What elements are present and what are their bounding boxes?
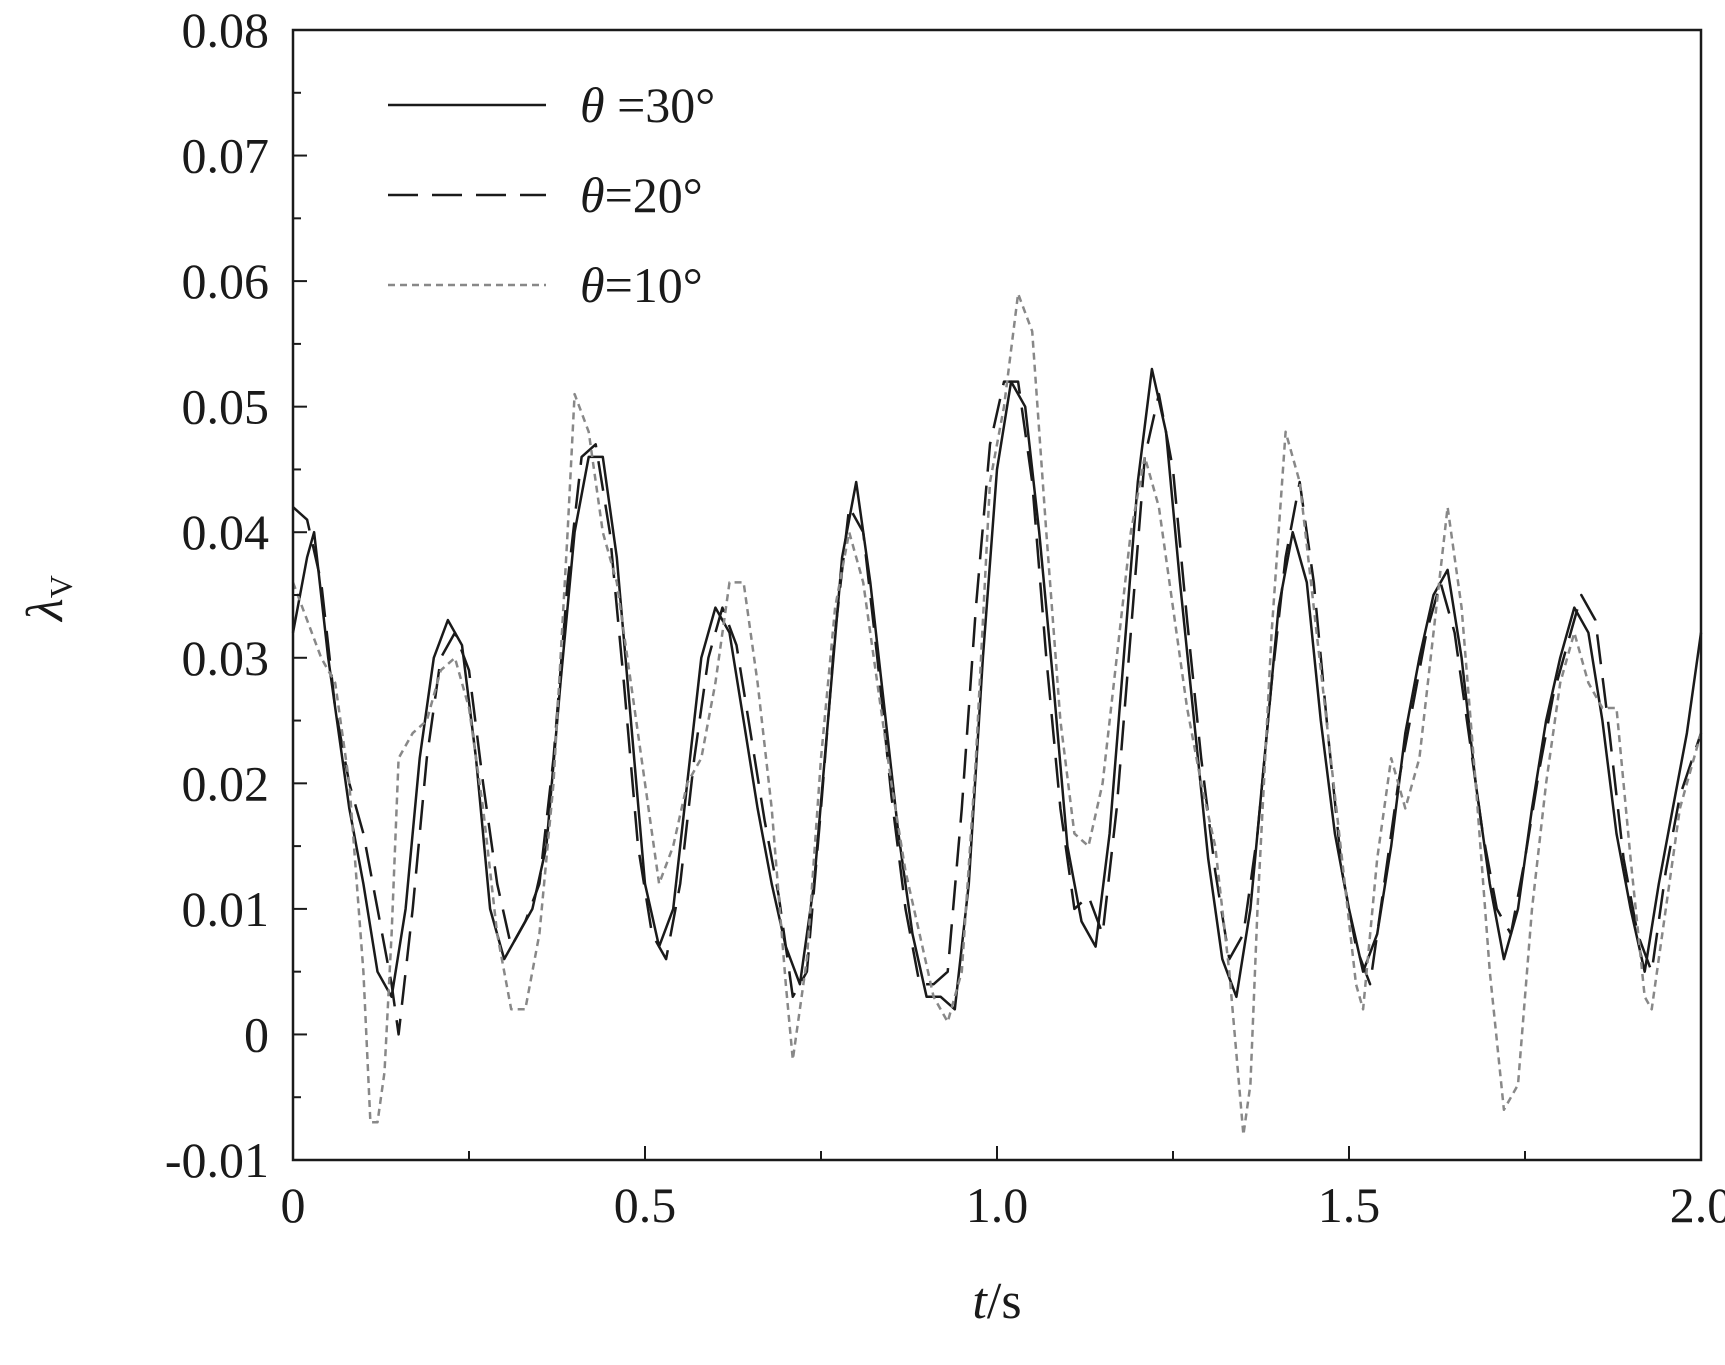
y-tick-label: 0: [244, 1006, 269, 1062]
y-axis-label: λV: [17, 575, 79, 623]
y-axis: -0.01 0 0.01 0.02 0.03 0.04 0.05 0.06 0.07 0.08: [165, 2, 307, 1188]
x-axis-label-unit: /s: [987, 1273, 1022, 1330]
y-tick-label: 0.07: [182, 128, 270, 184]
y-tick-label: -0.01: [165, 1132, 269, 1188]
series-line-2: [292, 380, 1703, 1036]
legend-item-theta-20: θ=20°: [388, 167, 703, 223]
y-tick-label: 0.06: [182, 253, 270, 309]
svg-text:θ=20°: θ=20°: [580, 167, 703, 223]
svg-text:θ=10°: θ=10°: [580, 257, 703, 313]
x-axis-label-variable: t: [972, 1273, 988, 1330]
x-tick-label: 2.0: [1670, 1177, 1725, 1233]
y-tick-label: 0.01: [182, 881, 270, 937]
series-line-3: [291, 292, 1703, 1137]
x-axis: 0 0.5 1.0 1.5 2.0: [281, 1146, 1725, 1233]
legend: θ =30° θ=20° θ=10°: [388, 77, 715, 313]
plot-lines: [291, 292, 1703, 1137]
legend-symbol: θ: [580, 167, 605, 223]
y-tick-label: 0.04: [182, 504, 270, 560]
x-axis-label: t/s: [972, 1273, 1021, 1330]
legend-symbol: θ: [580, 257, 605, 313]
legend-label-series-3: =10°: [605, 257, 703, 313]
x-tick-label: 0: [281, 1177, 306, 1233]
plot-frame: [291, 28, 1703, 1162]
legend-label-series-1: =30°: [617, 77, 715, 133]
y-tick-label: 0.03: [182, 630, 270, 686]
y-axis-label-symbol: λ: [17, 598, 74, 623]
y-axis-label-subscript: V: [43, 575, 79, 598]
x-tick-label: 1.5: [1318, 1177, 1381, 1233]
y-tick-label: 0.08: [182, 2, 270, 58]
svg-text:θ =30°: θ =30°: [580, 77, 715, 133]
x-tick-label: 1.0: [966, 1177, 1029, 1233]
y-tick-label: 0.02: [182, 755, 270, 811]
x-tick-label: 0.5: [614, 1177, 677, 1233]
legend-item-theta-30: θ =30°: [388, 77, 715, 133]
legend-item-theta-10: θ=10°: [388, 257, 703, 313]
y-tick-label: 0.05: [182, 379, 270, 435]
legend-label-series-2: =20°: [605, 167, 703, 223]
legend-symbol: θ: [580, 77, 617, 133]
